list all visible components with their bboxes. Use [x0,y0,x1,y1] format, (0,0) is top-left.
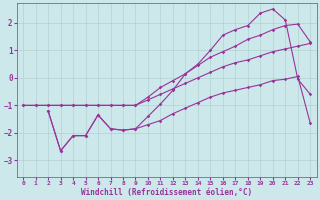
X-axis label: Windchill (Refroidissement éolien,°C): Windchill (Refroidissement éolien,°C) [81,188,252,197]
